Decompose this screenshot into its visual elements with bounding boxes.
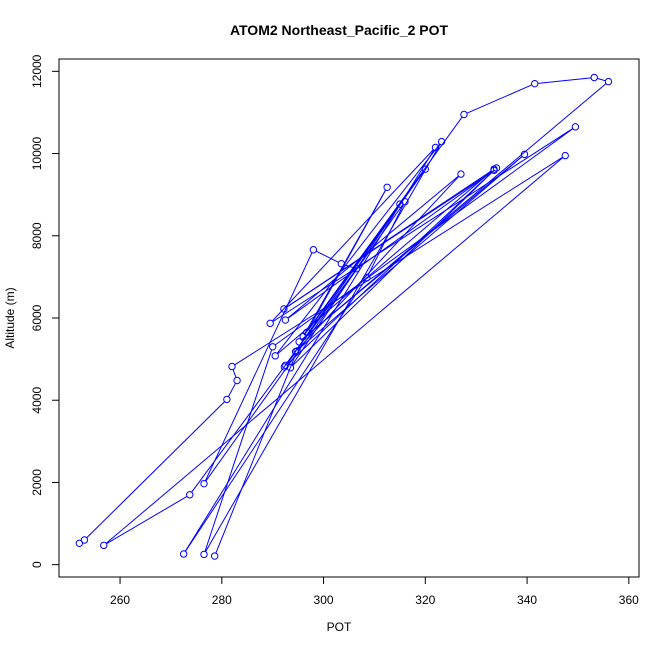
data-point <box>268 343 277 351</box>
series-segment <box>271 149 434 322</box>
series-segment <box>537 77 592 84</box>
data-point <box>421 165 430 173</box>
data-point <box>210 552 219 560</box>
data-point <box>437 137 446 146</box>
y-tick-label: 10000 <box>30 137 44 171</box>
data-point <box>309 246 318 254</box>
data-point <box>492 164 501 172</box>
series-segment <box>276 143 441 354</box>
y-tick-label: 8000 <box>30 222 44 249</box>
data-point <box>352 264 361 273</box>
y-tick-label: 12000 <box>30 54 44 88</box>
y-tick-label: 0 <box>30 561 44 568</box>
data-point <box>291 348 300 356</box>
y-axis-label: Altitude (m) <box>3 287 17 348</box>
data-point <box>223 395 231 404</box>
series-segment <box>287 175 459 319</box>
data-point <box>281 316 290 324</box>
data-point <box>431 143 440 152</box>
data-point <box>337 260 346 268</box>
series-segment <box>185 280 366 552</box>
x-axis-ticks: 260 280 300 320 340 360 <box>110 577 639 607</box>
x-tick-label: 300 <box>314 593 334 607</box>
data-point <box>383 183 391 191</box>
series-segment <box>286 171 492 308</box>
series-segment <box>234 156 563 366</box>
y-tick-label: 6000 <box>30 304 44 331</box>
series-segment <box>204 252 313 481</box>
series-segment <box>367 204 404 276</box>
x-tick-label: 260 <box>110 593 130 607</box>
series-segment <box>86 401 225 539</box>
series-layer <box>75 73 613 560</box>
y-axis-ticks: 0 2000 4000 6000 8000 10000 12000 <box>30 54 59 568</box>
data-point <box>520 150 529 159</box>
series-segment <box>286 206 399 363</box>
series-segment <box>597 77 606 82</box>
data-point <box>490 166 498 175</box>
series-segment <box>466 84 532 114</box>
series-segment <box>215 353 297 554</box>
chart-title: ATOM2 Northeast_Pacific_2 POT <box>230 22 449 38</box>
data-point <box>233 376 241 385</box>
data-point <box>100 541 108 550</box>
series-segment <box>291 206 399 366</box>
data-point <box>295 338 303 346</box>
data-point <box>266 319 274 328</box>
series-segment <box>105 157 564 544</box>
series-segment <box>205 144 441 552</box>
series-segment <box>304 116 463 335</box>
data-point <box>460 110 468 119</box>
data-point <box>228 362 236 371</box>
data-point <box>80 536 89 544</box>
series-segment <box>106 495 188 545</box>
x-tick-label: 340 <box>517 593 537 607</box>
x-axis-label: POT <box>327 620 352 634</box>
x-tick-label: 320 <box>415 593 435 607</box>
series-segment <box>297 156 523 351</box>
data-point <box>179 550 188 558</box>
data-point <box>457 170 465 178</box>
data-point <box>75 539 84 547</box>
data-point <box>293 347 301 355</box>
x-tick-label: 280 <box>212 593 232 607</box>
series-segment <box>307 189 387 330</box>
data-point <box>604 77 613 86</box>
data-point <box>186 491 194 499</box>
data-point <box>571 123 580 131</box>
series-segment <box>204 349 273 552</box>
series-segment <box>232 369 237 378</box>
series-segment <box>227 383 236 397</box>
data-point <box>363 274 371 282</box>
plot-frame <box>58 58 640 578</box>
data-point <box>200 550 208 559</box>
y-tick-label: 2000 <box>30 469 44 496</box>
series-segment <box>292 169 495 366</box>
series-segment <box>316 250 339 263</box>
data-point <box>271 352 279 360</box>
series-segment <box>191 270 356 493</box>
data-point <box>200 479 208 488</box>
data-point <box>396 200 404 208</box>
data-point <box>590 73 598 82</box>
x-tick-label: 360 <box>619 593 639 607</box>
data-point <box>531 79 539 88</box>
data-point <box>280 363 289 371</box>
data-point <box>561 151 569 160</box>
data-point <box>303 328 311 337</box>
series-segment <box>287 171 492 319</box>
data-point <box>280 305 288 313</box>
series-segment <box>301 83 607 341</box>
series-segment <box>286 169 495 366</box>
y-tick-label: 4000 <box>30 387 44 414</box>
